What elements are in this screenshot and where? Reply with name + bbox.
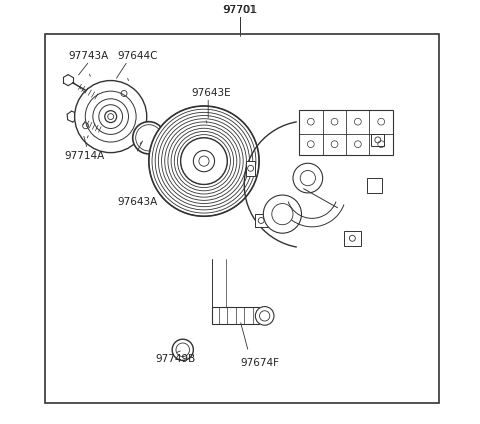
Text: 97643A: 97643A	[117, 197, 157, 207]
Polygon shape	[300, 110, 393, 155]
Circle shape	[105, 111, 117, 123]
Circle shape	[108, 114, 114, 120]
Circle shape	[75, 81, 147, 153]
Polygon shape	[246, 161, 255, 176]
Polygon shape	[372, 134, 384, 146]
Text: 97701: 97701	[222, 5, 258, 15]
Polygon shape	[213, 307, 259, 324]
Circle shape	[180, 138, 227, 184]
Circle shape	[251, 123, 373, 246]
Circle shape	[133, 122, 165, 154]
Text: 97701: 97701	[224, 5, 256, 15]
Circle shape	[272, 204, 293, 225]
Circle shape	[193, 151, 215, 172]
Circle shape	[93, 99, 129, 134]
Text: 97714A: 97714A	[64, 151, 104, 161]
Circle shape	[85, 91, 136, 142]
Text: 97643E: 97643E	[191, 87, 231, 98]
Circle shape	[255, 307, 274, 325]
Circle shape	[172, 339, 193, 360]
Circle shape	[264, 195, 301, 233]
Circle shape	[293, 163, 323, 193]
Text: 97743A: 97743A	[68, 51, 108, 61]
Circle shape	[149, 106, 259, 216]
Text: 97674F: 97674F	[240, 358, 279, 368]
Circle shape	[300, 170, 315, 186]
Text: 97749B: 97749B	[155, 354, 195, 364]
Circle shape	[176, 343, 190, 357]
Bar	[45, 34, 439, 403]
Circle shape	[260, 311, 270, 321]
Circle shape	[199, 156, 209, 166]
Polygon shape	[344, 231, 361, 246]
Circle shape	[136, 125, 162, 151]
Text: 97644C: 97644C	[117, 51, 157, 61]
Polygon shape	[367, 178, 382, 193]
Polygon shape	[255, 214, 267, 227]
Circle shape	[99, 105, 122, 128]
